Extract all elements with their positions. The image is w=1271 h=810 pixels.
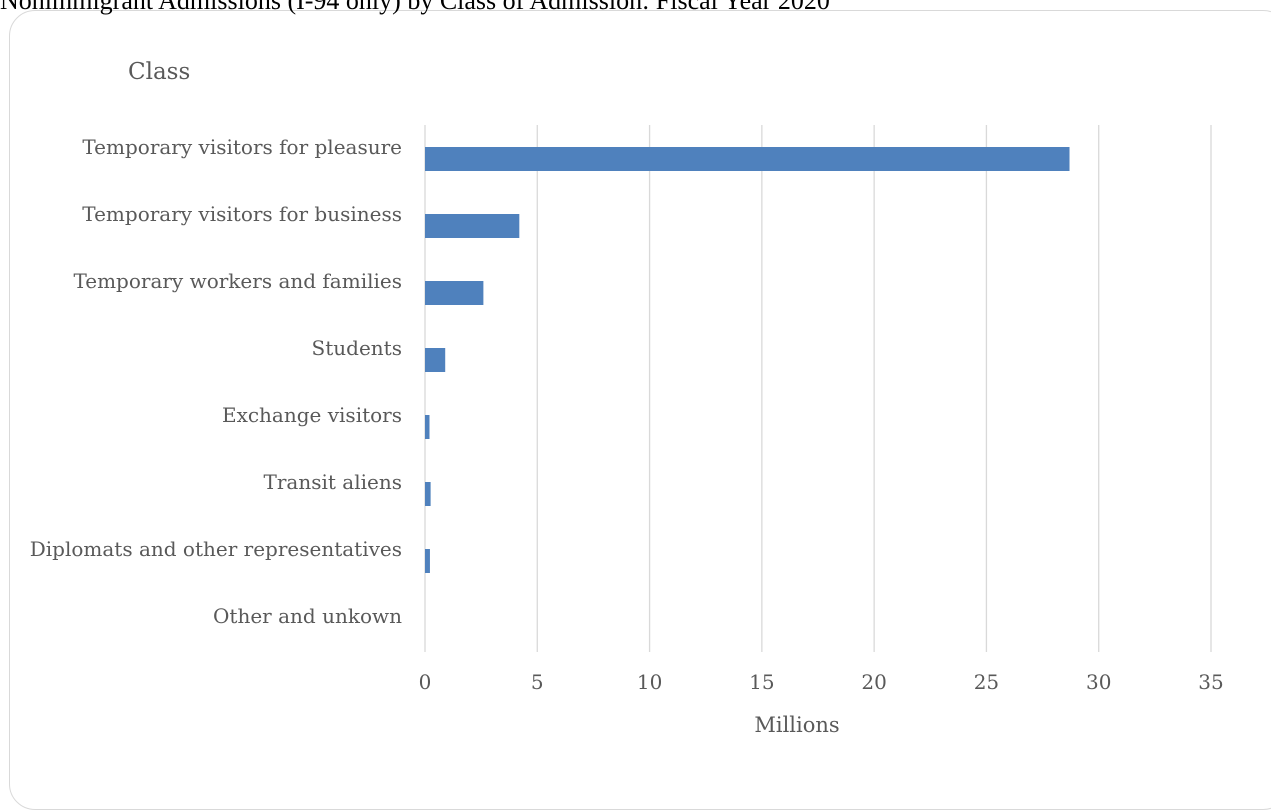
bar-transit-aliens <box>425 482 431 506</box>
category-label: Students <box>312 336 402 360</box>
category-axis-title: Class <box>128 59 190 85</box>
x-tick-label: 0 <box>419 670 432 694</box>
x-tick-label: 15 <box>749 670 774 694</box>
x-tick-label: 35 <box>1198 670 1223 694</box>
x-tick-label: 5 <box>531 670 544 694</box>
value-axis-title: Millions <box>754 713 839 737</box>
chart-frame <box>9 10 1271 810</box>
bar-students <box>425 348 446 372</box>
category-labels: Temporary visitors for pleasure Temporary… <box>30 135 402 628</box>
bar-exchange-visitors <box>425 415 430 439</box>
bar-temporary-visitors-for-business <box>425 214 520 238</box>
category-label: Transit aliens <box>264 470 402 494</box>
x-tick-label: 30 <box>1086 670 1111 694</box>
x-tick-label: 25 <box>974 670 999 694</box>
x-tick-label: 20 <box>861 670 886 694</box>
category-label: Temporary workers and families <box>73 269 402 293</box>
bar-temporary-workers-and-families <box>425 281 484 305</box>
category-label: Temporary visitors for business <box>82 202 402 226</box>
x-tick-label: 10 <box>637 670 662 694</box>
bars <box>425 147 1070 573</box>
category-label: Other and unkown <box>213 604 402 628</box>
chart-title: Nonimmigrant Admissions (I-94 only) by C… <box>0 0 830 15</box>
bar-temporary-visitors-for-pleasure <box>425 147 1070 171</box>
category-label: Exchange visitors <box>222 403 402 427</box>
bar-diplomats-and-other-representatives <box>425 549 430 573</box>
category-label: Temporary visitors for pleasure <box>82 135 402 159</box>
x-tick-labels: 0 5 10 15 20 25 30 35 <box>419 670 1224 694</box>
category-label: Diplomats and other representatives <box>30 537 402 561</box>
gridlines <box>424 125 1212 652</box>
